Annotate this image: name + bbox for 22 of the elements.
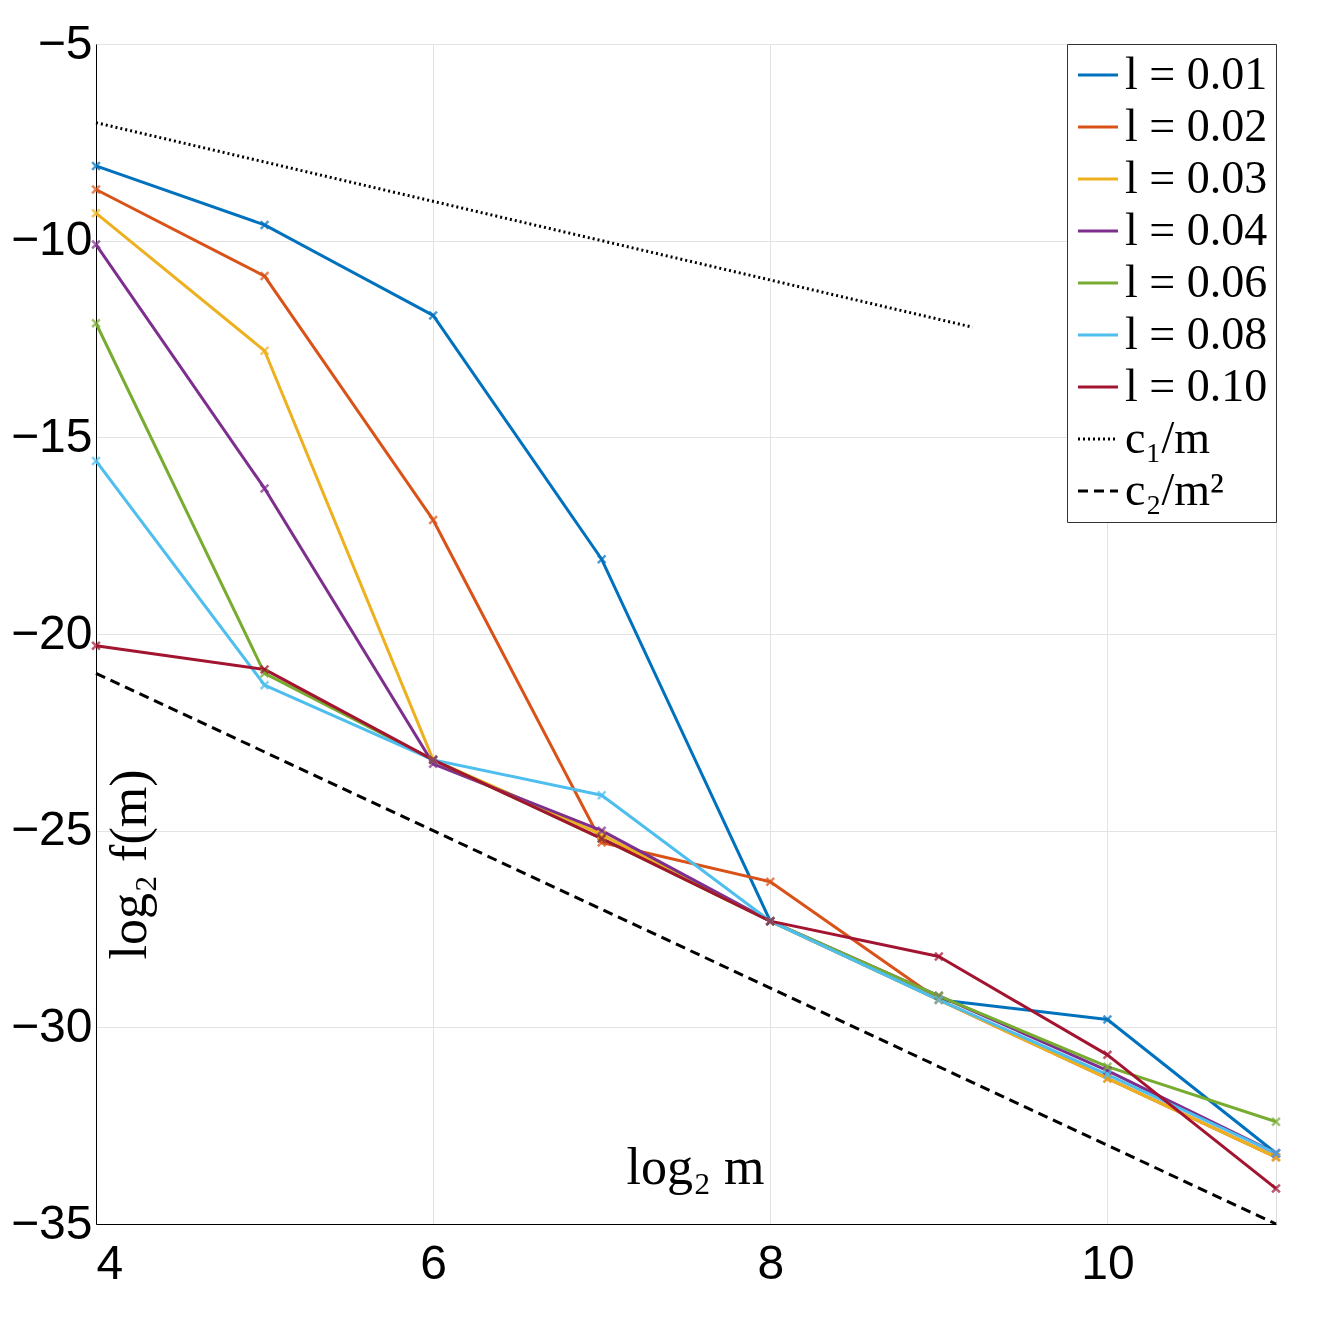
legend-label: l = 0.01: [1125, 48, 1268, 99]
x-tick-label: 10: [1081, 1235, 1135, 1289]
legend-label: c₂/m²: [1125, 464, 1224, 515]
y-tick-label: −20: [11, 605, 93, 659]
y-tick-label: −5: [37, 15, 93, 69]
y-tick-label: −10: [11, 212, 93, 266]
x-tick-label: 6: [420, 1235, 447, 1289]
y-tick-label: −30: [11, 998, 93, 1052]
legend-label: l = 0.02: [1125, 100, 1268, 151]
legend-label: l = 0.03: [1125, 152, 1268, 203]
legend-label: l = 0.08: [1125, 308, 1268, 359]
x-tick-label: 4: [96, 1235, 124, 1289]
y-tick-label: −15: [11, 408, 93, 462]
x-tick-label: 8: [757, 1235, 785, 1289]
legend-label: l = 0.06: [1125, 256, 1268, 307]
y-tick-label: −25: [11, 802, 93, 856]
legend-label: c₁/m: [1125, 412, 1211, 463]
y-axis-title: log₂ f(m): [99, 769, 158, 960]
y-tick-label: −35: [11, 1195, 93, 1249]
legend-label: l = 0.04: [1125, 204, 1268, 255]
legend-label: l = 0.10: [1125, 360, 1268, 411]
x-axis-title: log₂ m: [626, 1137, 765, 1195]
